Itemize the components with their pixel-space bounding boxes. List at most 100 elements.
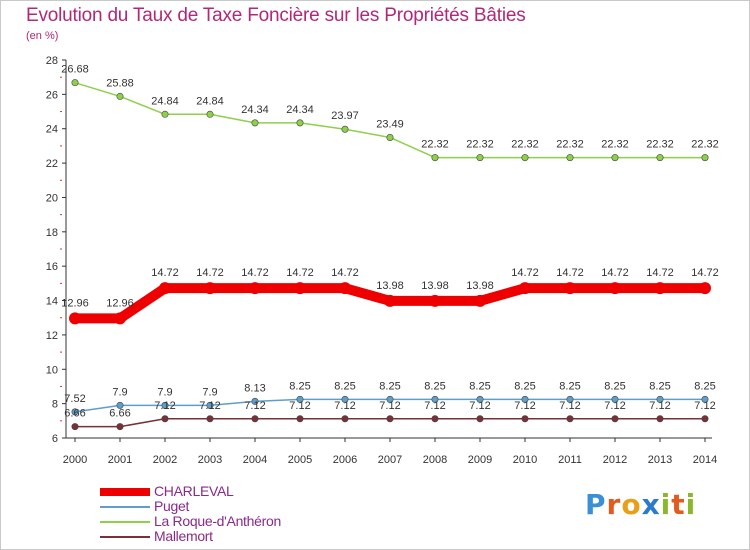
data-label-la-roque-d-anth-ron: 25.88: [106, 77, 134, 89]
data-point-puget: [341, 395, 349, 403]
logo-letter: i: [660, 488, 672, 521]
data-point-puget: [521, 395, 529, 403]
y-tick-label: 12: [46, 330, 58, 342]
data-label-puget: 8.13: [244, 382, 265, 394]
data-label-la-roque-d-anth-ron: 22.32: [511, 139, 539, 151]
data-point-charleval: [429, 294, 441, 307]
data-point-la-roque-d-anth-ron: [431, 154, 439, 162]
data-label-la-roque-d-anth-ron: 22.32: [601, 139, 629, 151]
legend-label-la-roque: La Roque-d'Anthéron: [154, 513, 281, 529]
x-tick-label: 2009: [468, 454, 492, 466]
data-point-puget: [656, 395, 664, 403]
data-point-mallemort: [701, 415, 709, 423]
x-tick-label: 2006: [333, 454, 357, 466]
data-label-charleval: 14.72: [646, 267, 674, 279]
data-point-la-roque-d-anth-ron: [521, 154, 529, 162]
data-point-charleval: [564, 282, 576, 295]
data-point-mallemort: [206, 415, 214, 423]
x-tick-label: 2002: [153, 454, 177, 466]
data-point-puget: [701, 395, 709, 403]
data-point-la-roque-d-anth-ron: [161, 110, 169, 118]
data-label-charleval: 14.72: [196, 267, 224, 279]
data-point-charleval: [519, 282, 531, 295]
data-point-charleval: [69, 312, 81, 325]
data-point-la-roque-d-anth-ron: [296, 119, 304, 127]
x-tick-label: 2005: [288, 454, 312, 466]
legend-label-puget: Puget: [154, 498, 190, 514]
data-label-puget: 7.9: [157, 386, 172, 398]
x-tick-label: 2013: [648, 454, 672, 466]
legend-item-la-roque: La Roque-d'Anthéron: [100, 514, 360, 529]
y-tick-label: 28: [46, 55, 58, 67]
data-point-la-roque-d-anth-ron: [251, 119, 259, 127]
data-point-puget: [566, 395, 574, 403]
data-point-charleval: [114, 312, 126, 325]
data-point-la-roque-d-anth-ron: [611, 154, 619, 162]
data-point-charleval: [339, 282, 351, 295]
x-tick-label: 2014: [693, 454, 717, 466]
x-tick-label: 2001: [108, 454, 132, 466]
y-tick-label: 8: [52, 399, 58, 411]
logo-letter: P: [585, 488, 607, 521]
data-label-la-roque-d-anth-ron: 24.34: [286, 104, 314, 116]
data-label-la-roque-d-anth-ron: 22.32: [466, 139, 494, 151]
x-tick-label: 2010: [513, 454, 537, 466]
legend-label-mallemort: Mallemort: [154, 528, 213, 544]
x-tick-label: 2011: [558, 454, 582, 466]
data-label-mallemort: 7.12: [154, 400, 175, 412]
data-point-mallemort: [296, 415, 304, 423]
data-point-puget: [476, 395, 484, 403]
data-label-la-roque-d-anth-ron: 24.84: [151, 95, 179, 107]
data-point-la-roque-d-anth-ron: [476, 154, 484, 162]
y-tick-label: 18: [46, 227, 58, 239]
data-point-charleval: [609, 282, 621, 295]
data-label-mallemort: 7.12: [424, 400, 445, 412]
data-point-mallemort: [521, 415, 529, 423]
data-point-charleval: [474, 294, 486, 307]
data-label-charleval: 13.98: [421, 280, 449, 292]
y-tick-label: 20: [46, 192, 58, 204]
data-label-puget: 7.9: [202, 386, 217, 398]
data-point-charleval: [204, 282, 216, 295]
data-point-mallemort: [611, 415, 619, 423]
data-label-puget: 8.25: [649, 380, 670, 392]
legend-swatch-puget: [100, 505, 150, 508]
data-point-la-roque-d-anth-ron: [341, 125, 349, 133]
data-label-charleval: 14.72: [556, 267, 584, 279]
data-label-mallemort: 7.12: [289, 400, 310, 412]
data-label-charleval: 14.72: [511, 267, 539, 279]
y-tick-label: 24: [46, 124, 58, 136]
data-point-charleval: [699, 282, 711, 295]
data-label-mallemort: 7.12: [694, 400, 715, 412]
data-label-la-roque-d-anth-ron: 22.32: [646, 139, 674, 151]
data-label-puget: 8.25: [694, 380, 715, 392]
legend-item-puget: Puget: [100, 499, 360, 514]
data-point-la-roque-d-anth-ron: [656, 154, 664, 162]
data-point-mallemort: [341, 415, 349, 423]
data-label-charleval: 12.96: [61, 297, 89, 309]
data-point-la-roque-d-anth-ron: [701, 154, 709, 162]
data-label-mallemort: 7.12: [604, 400, 625, 412]
data-point-puget: [71, 408, 79, 416]
data-label-charleval: 14.72: [286, 267, 314, 279]
data-label-mallemort: 7.12: [379, 400, 400, 412]
data-point-la-roque-d-anth-ron: [566, 154, 574, 162]
logo-letter: t: [671, 488, 686, 521]
data-label-puget: 7.52: [64, 393, 85, 405]
logo-letter: r: [606, 488, 622, 521]
data-label-la-roque-d-anth-ron: 22.32: [421, 139, 449, 151]
data-point-mallemort: [566, 415, 574, 423]
data-point-puget: [206, 401, 214, 409]
data-point-mallemort: [251, 415, 259, 423]
data-point-puget: [611, 395, 619, 403]
logo-letter: i: [685, 488, 697, 521]
y-tick-label: 16: [46, 261, 58, 273]
data-point-charleval: [159, 282, 171, 295]
data-label-mallemort: 7.12: [649, 400, 670, 412]
data-label-puget: 8.25: [469, 380, 490, 392]
data-point-charleval: [384, 294, 396, 307]
data-label-charleval: 14.72: [601, 267, 629, 279]
data-label-puget: 8.25: [334, 380, 355, 392]
data-point-mallemort: [386, 415, 394, 423]
